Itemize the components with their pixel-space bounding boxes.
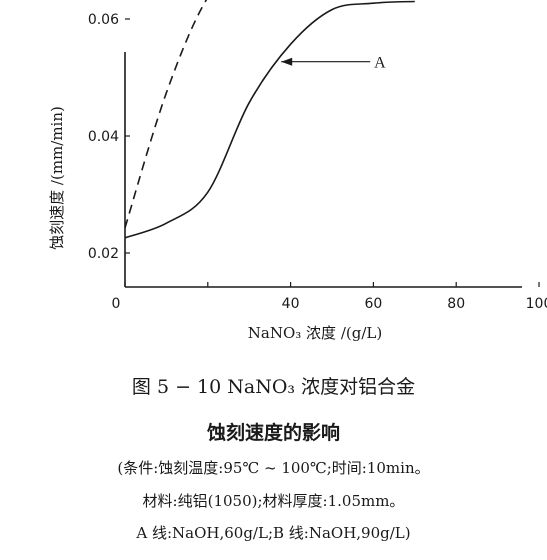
- x-axis-ticks: 40 60 80 100 0: [112, 282, 547, 312]
- y-axis-title: 蚀刻速度 /(mm/min): [48, 106, 66, 250]
- figure-caption-title: 图 5 − 10 NaNO₃ 浓度对铝合金: [131, 376, 416, 398]
- caption-note-material: 材料:纯铝(1050);材料厚度:1.05mm。: [142, 492, 405, 510]
- y-tick-label: 0.04: [88, 129, 119, 145]
- x-tick-label: 40: [282, 296, 300, 312]
- chart-axes: [124, 52, 522, 288]
- caption-note-lines: A 线:NaOH,60g/L;B 线:NaOH,90g/L): [136, 524, 411, 542]
- y-tick-label: 0.02: [88, 246, 119, 262]
- caption-note-conditions: (条件:蚀刻温度:95℃ ~ 100℃;时间:10min。: [117, 459, 430, 477]
- annotation-label-a: A: [374, 55, 386, 72]
- series-line-b: [124, 0, 208, 229]
- x-axis-title: NaNO₃ 浓度 /(g/L): [248, 324, 382, 342]
- series-layer: [124, 0, 415, 239]
- x-tick-label: 100: [526, 296, 547, 312]
- annotation-a-arrow-arrowhead: [281, 57, 293, 66]
- x-tick-label: 80: [447, 296, 465, 312]
- figure-caption-subtitle: 蚀刻速度的影响: [206, 422, 340, 444]
- annotation-layer: AB: [281, 55, 386, 72]
- y-tick-label: 0.06: [88, 12, 119, 28]
- x-tick-label: 60: [364, 296, 382, 312]
- y-axis-ticks: 0.020.040.060.08: [88, 12, 130, 262]
- series-line-a: [124, 0, 415, 239]
- x-tick-label: 0: [112, 296, 121, 312]
